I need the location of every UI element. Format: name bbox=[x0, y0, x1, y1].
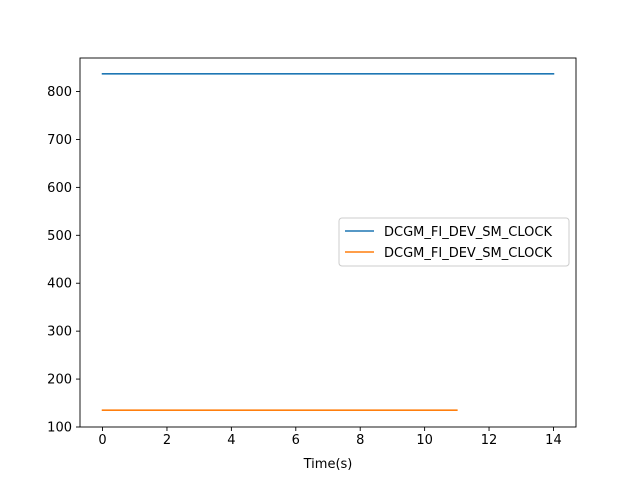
plot-area bbox=[79, 57, 577, 428]
x-tick-label: 10 bbox=[416, 433, 433, 448]
x-tick-label: 12 bbox=[481, 433, 498, 448]
legend-box bbox=[338, 217, 570, 267]
x-tick-label: 14 bbox=[545, 433, 562, 448]
y-tick-label: 500 bbox=[47, 229, 72, 244]
x-tick-label: 6 bbox=[292, 433, 300, 448]
legend-label-1: DCGM_FI_DEV_SM_CLOCK bbox=[384, 225, 552, 240]
x-tick-label: 2 bbox=[163, 433, 171, 448]
x-axis: 0 2 4 6 8 10 12 14 bbox=[98, 427, 562, 448]
y-tick-label: 600 bbox=[47, 181, 72, 196]
y-tick-label: 800 bbox=[47, 85, 72, 100]
x-tick-label: 8 bbox=[356, 433, 364, 448]
y-tick-label: 400 bbox=[47, 277, 72, 292]
y-axis: 100 200 300 400 500 600 700 800 bbox=[47, 85, 80, 436]
x-tick-label: 4 bbox=[227, 433, 235, 448]
x-axis-label: Time(s) bbox=[303, 457, 353, 472]
legend-label-2: DCGM_FI_DEV_SM_CLOCK bbox=[384, 246, 552, 261]
y-tick-label: 100 bbox=[47, 421, 72, 436]
x-tick-label: 0 bbox=[98, 433, 106, 448]
legend: DCGM_FI_DEV_SM_CLOCK DCGM_FI_DEV_SM_CLOCK bbox=[338, 217, 570, 267]
plot-frame bbox=[79, 57, 577, 428]
y-tick-label: 300 bbox=[47, 325, 72, 340]
y-tick-label: 700 bbox=[47, 133, 72, 148]
y-tick-label: 200 bbox=[47, 373, 72, 388]
